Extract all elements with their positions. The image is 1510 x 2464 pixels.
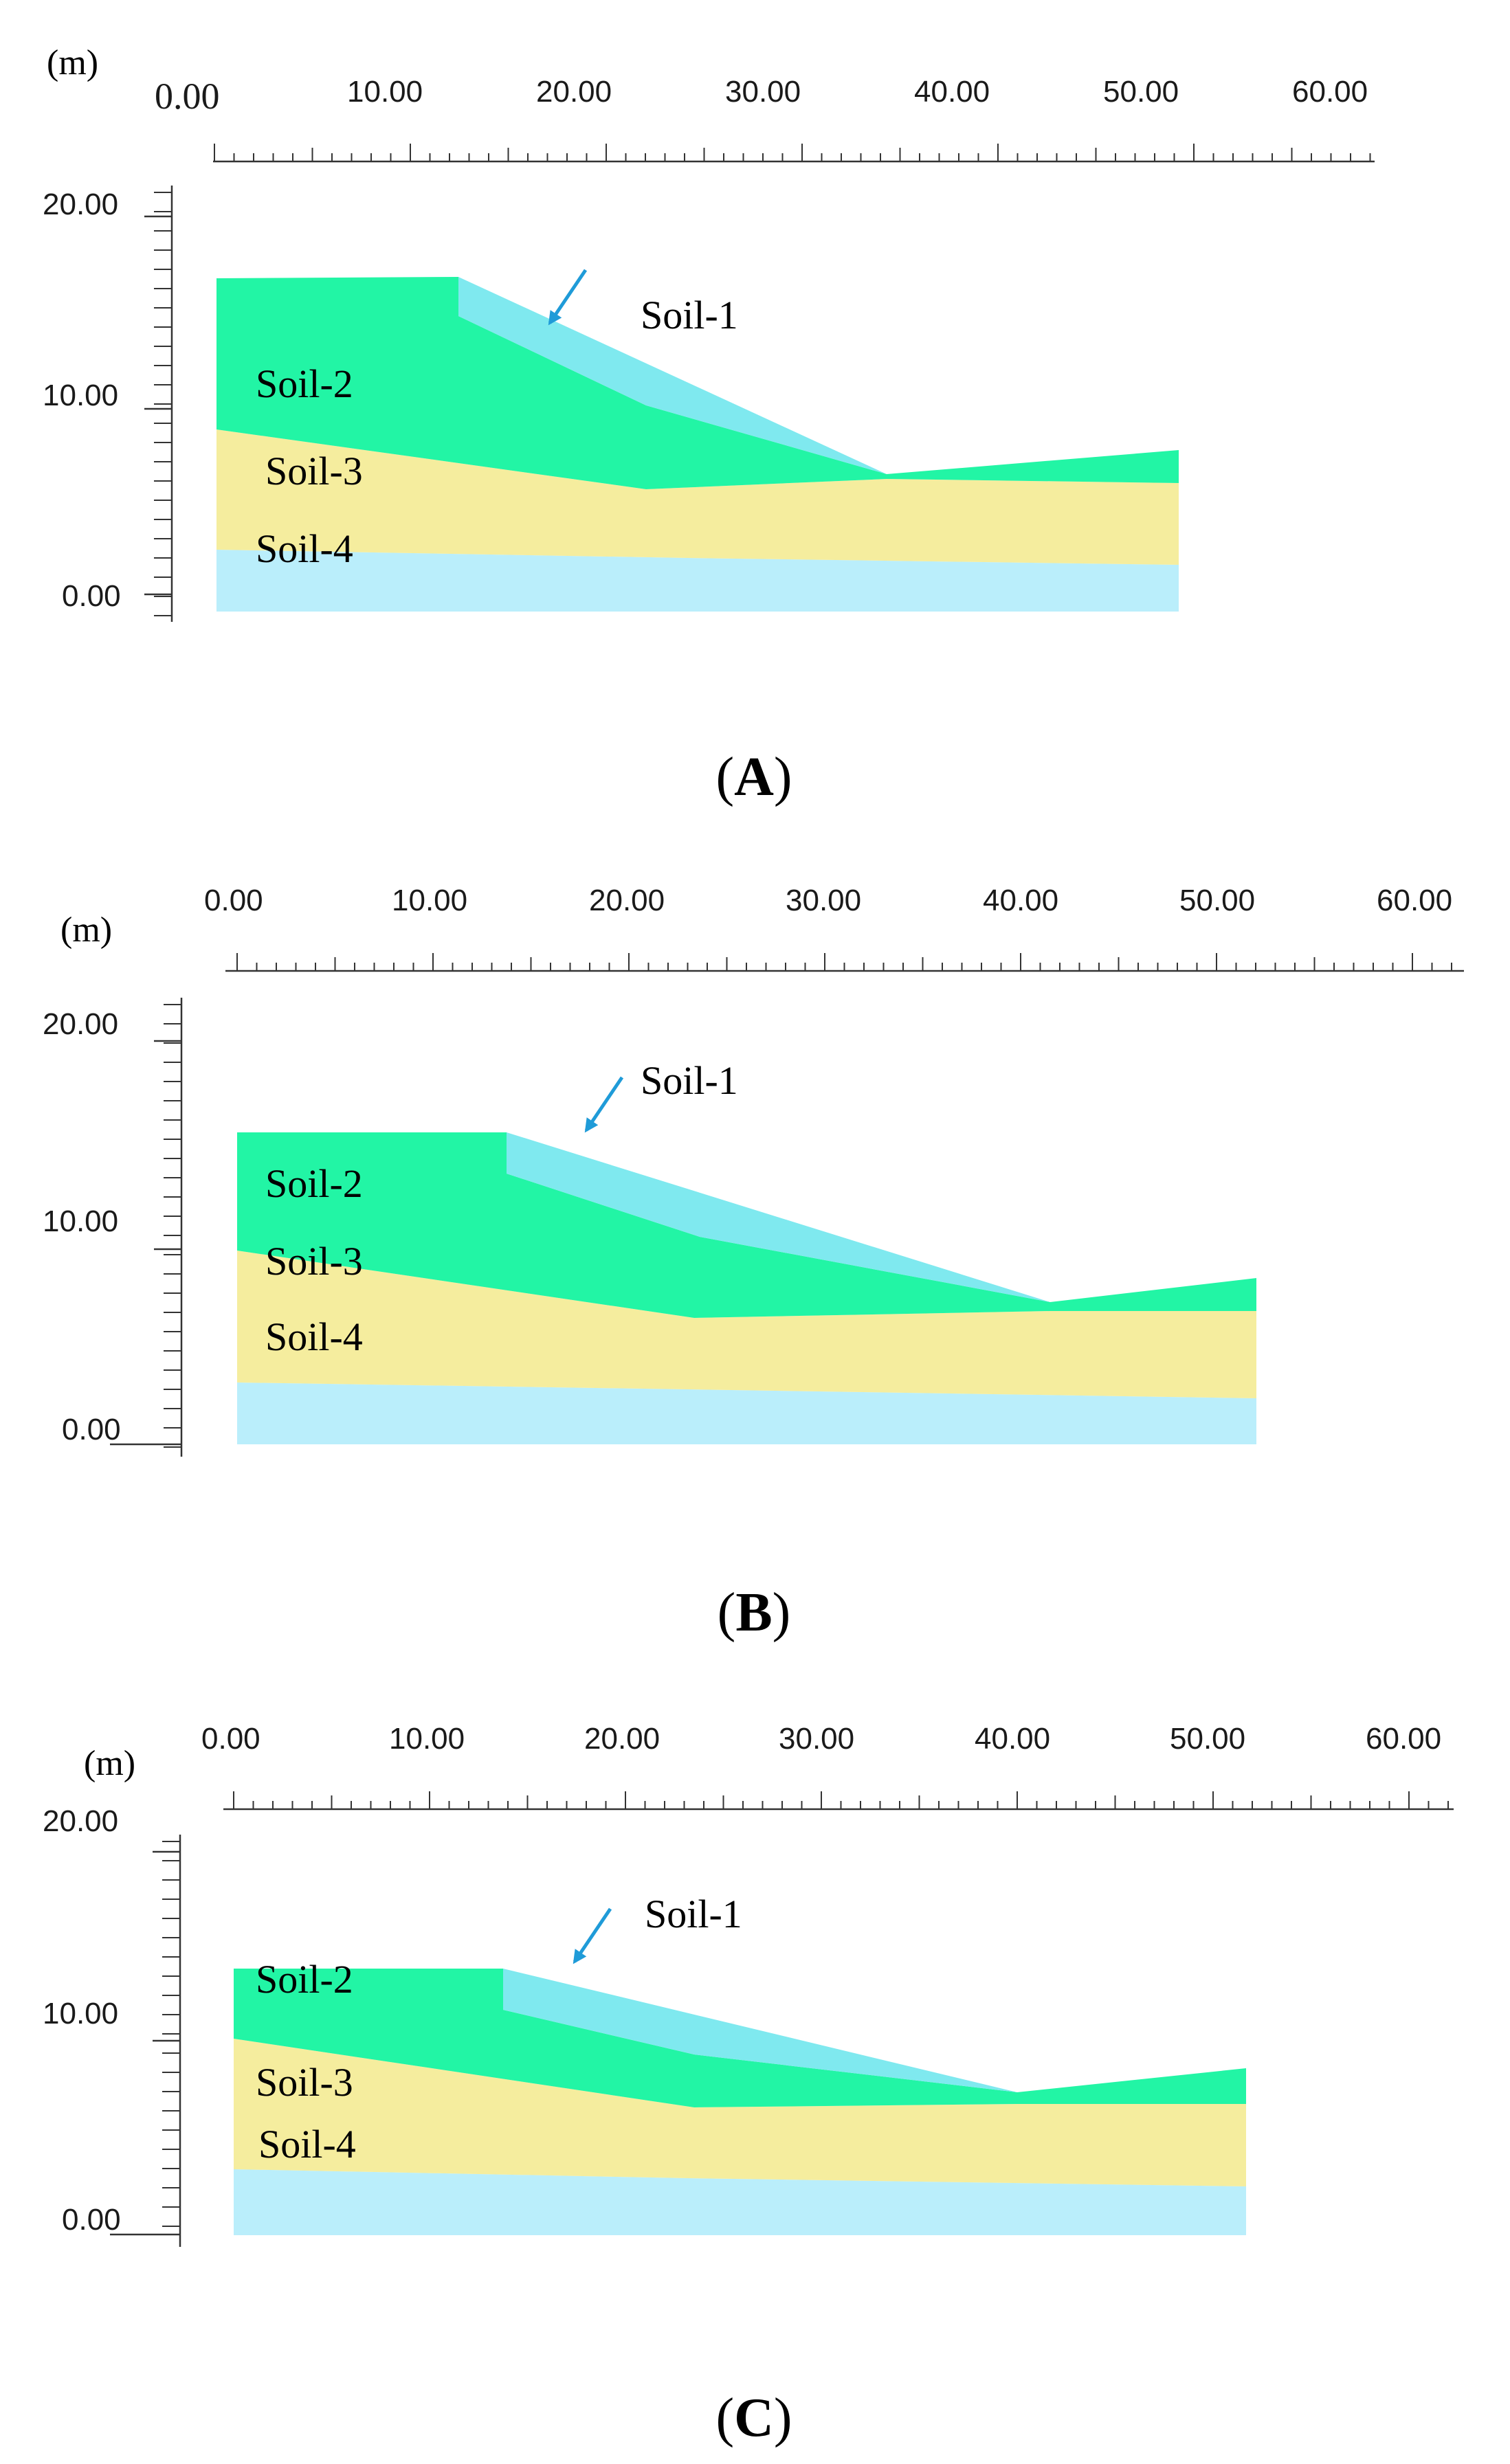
soil-1-arrow (573, 1907, 612, 1964)
soil-4-layer (237, 1382, 1256, 1444)
soil-2-layer (216, 277, 1179, 489)
soil-3-layer (216, 429, 1179, 565)
y-axis-ticks (164, 1004, 181, 1448)
y-tick-label: 10.00 (43, 1997, 118, 2030)
y-tick-label: 0.00 (62, 2203, 121, 2237)
panel-a: (m) 0.00 10.00 20.00 30.00 40.00 50.00 6… (43, 43, 1375, 807)
panel-caption: (B) (718, 1582, 791, 1643)
soil-3-label: Soil-3 (265, 1239, 363, 1284)
x-axis-ticks (233, 1791, 1449, 1809)
soil-1-arrow (584, 1076, 624, 1133)
soil-1-layer (503, 1969, 1017, 2092)
soil-3-layer (237, 1251, 1256, 1398)
x-tick-label: 30.00 (779, 1722, 854, 1756)
soil-4-layer (234, 2169, 1246, 2235)
soil-4-label: Soil-4 (265, 1314, 363, 1359)
x-tick-label: 50.00 (1170, 1722, 1245, 1756)
x-tick-label: 30.00 (725, 75, 801, 109)
soil-2-label: Soil-2 (256, 1957, 353, 2002)
x-tick-label: 50.00 (1103, 75, 1179, 109)
y-tick-label: 0.00 (62, 1413, 121, 1446)
soil-1-label: Soil-1 (641, 293, 738, 337)
x-tick-label: 0.00 (204, 884, 263, 917)
x-tick-label: 50.00 (1179, 884, 1255, 917)
soil-1-label: Soil-1 (641, 1058, 738, 1103)
soil-4-label: Soil-4 (256, 526, 353, 571)
x-tick-label: 20.00 (584, 1722, 660, 1756)
soil-2-label: Soil-2 (265, 1161, 363, 1206)
soil-3-label: Soil-3 (265, 449, 363, 493)
unit-label: (m) (60, 910, 112, 950)
soil-4-label: Soil-4 (258, 2122, 356, 2166)
x-tick-label: 40.00 (914, 75, 990, 109)
y-tick-label: 20.00 (43, 188, 118, 221)
y-axis-ticks (154, 192, 172, 616)
panel-b: (m) 0.00 10.00 20.00 30.00 40.00 50.00 6… (43, 884, 1464, 1643)
soil-1-arrow (548, 269, 588, 326)
x-tick-label: 10.00 (347, 75, 423, 109)
soil-2-label: Soil-2 (256, 361, 353, 406)
y-tick-label: 20.00 (43, 1804, 118, 1838)
soil-2-layer (237, 1132, 1256, 1318)
x-tick-label: 10.00 (389, 1722, 465, 1756)
x-tick-label: 60.00 (1377, 884, 1452, 917)
y-tick-label: 10.00 (43, 1205, 118, 1238)
x-tick-label: 20.00 (589, 884, 665, 917)
panel-caption: (A) (715, 747, 792, 807)
soil-3-layer (234, 2039, 1246, 2186)
x-tick-label: 60.00 (1366, 1722, 1441, 1756)
x-tick-label: 40.00 (983, 884, 1058, 917)
x-axis-ticks (236, 953, 1452, 971)
x-tick-label: 60.00 (1292, 75, 1368, 109)
soil-4-layer (216, 550, 1179, 612)
x-tick-label: 30.00 (786, 884, 861, 917)
x-tick-label: 0.00 (201, 1722, 260, 1756)
y-tick-label: 0.00 (62, 579, 121, 613)
x-axis-ticks (214, 144, 1371, 161)
unit-label: (m) (84, 1744, 135, 1783)
unit-label: (m) (47, 43, 98, 82)
y-tick-label: 10.00 (43, 379, 118, 412)
panel-caption: (C) (715, 2388, 792, 2448)
soil-3-label: Soil-3 (256, 2060, 353, 2105)
x-tick-label: 10.00 (392, 884, 467, 917)
y-tick-label: 20.00 (43, 1007, 118, 1041)
panel-c: (m) 0.00 10.00 20.00 30.00 40.00 50.00 6… (43, 1722, 1454, 2448)
soil-1-layer (458, 277, 887, 474)
soil-1-label: Soil-1 (645, 1892, 742, 1936)
soil-1-layer (507, 1132, 1050, 1302)
x-tick-label: 0.00 (155, 76, 220, 117)
y-axis-ticks (162, 1841, 180, 2227)
x-tick-label: 20.00 (536, 75, 612, 109)
x-tick-label: 40.00 (975, 1722, 1050, 1756)
soil-2-layer (234, 1969, 1246, 2107)
